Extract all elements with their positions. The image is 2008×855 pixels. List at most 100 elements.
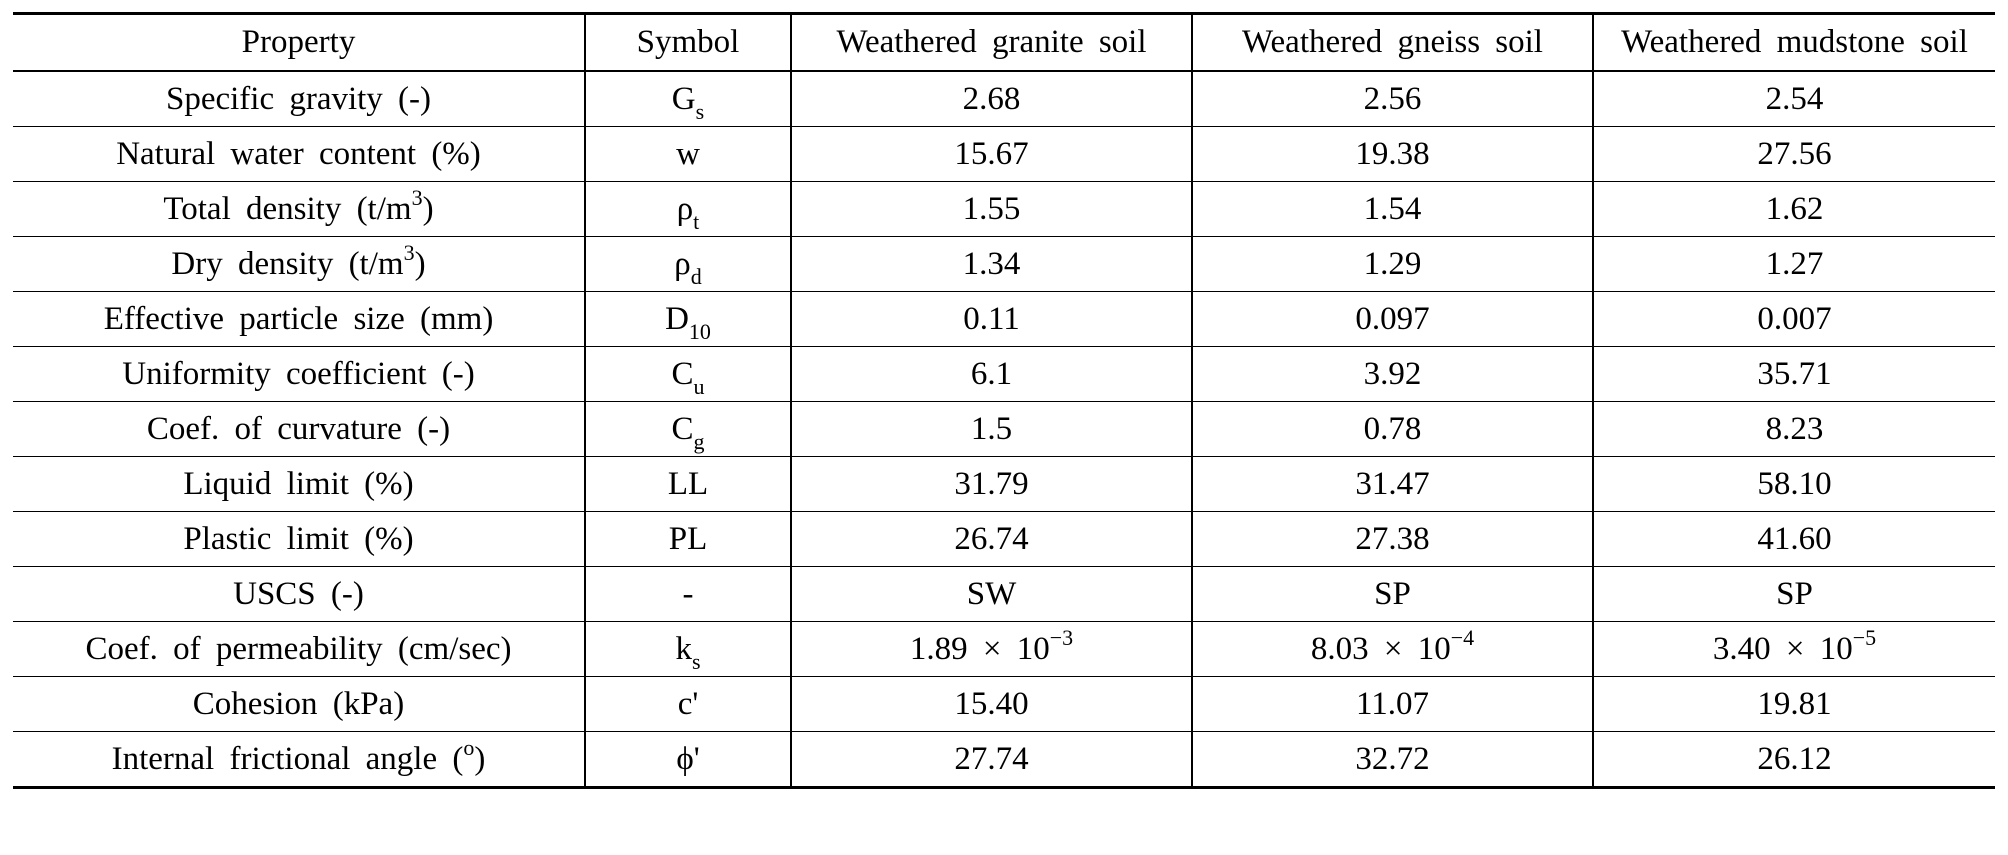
symbol-cell: Gs [584,70,792,127]
value-cell-gneiss: 32.72 [1191,731,1594,789]
value-cell-granite: 0.11 [790,291,1193,347]
property-label-end: ) [414,245,426,282]
soil-properties-table: Property Symbol Weathered granite soil W… [13,12,1995,789]
header-weathered-granite-soil: Weathered granite soil [790,12,1193,72]
symbol-subscript: 10 [688,318,711,344]
value-text: 1.55 [962,190,1021,227]
symbol-text: w [676,135,700,172]
value-text: 2.68 [962,80,1021,117]
property-cell: Plastic limit (%) [13,511,586,567]
value-text: 1.27 [1765,245,1824,282]
value-cell-granite: 15.40 [790,676,1193,732]
value-cell-mudstone: 41.60 [1592,511,1995,567]
value-text: 8.03 × 10 [1310,630,1451,667]
symbol-subscript: t [693,208,700,234]
table-row: Dry density (t/m3) ρd 1.34 1.29 1.27 [13,236,1995,292]
table-row: Specific gravity (-) Gs 2.68 2.56 2.54 [13,70,1995,127]
value-cell-gneiss: 1.29 [1191,236,1594,292]
value-cell-mudstone: 35.71 [1592,346,1995,402]
value-text: 32.72 [1355,740,1430,777]
table-row: Coef. of curvature (-) Cg 1.5 0.78 8.23 [13,401,1995,457]
symbol-text: - [682,575,694,612]
symbol-cell: ρt [584,181,792,237]
property-cell: USCS (-) [13,566,586,622]
symbol-cell: ϕ' [584,731,792,789]
symbol-text: LL [667,465,709,502]
property-label-end: ) [422,190,434,227]
symbol-text: PL [668,520,708,557]
value-cell-mudstone: SP [1592,566,1995,622]
property-label: USCS (-) [233,575,364,612]
value-exponent: −5 [1852,624,1877,650]
property-superscript: 3 [403,239,415,265]
value-text: 35.71 [1757,355,1832,392]
value-text: 1.62 [1765,190,1824,227]
property-cell: Coef. of permeability (cm/sec) [13,621,586,677]
property-cell: Coef. of curvature (-) [13,401,586,457]
value-text: 19.81 [1757,685,1832,722]
value-text: SW [966,575,1017,612]
value-text: 31.79 [954,465,1029,502]
value-cell-mudstone: 27.56 [1592,126,1995,182]
table-row: Plastic limit (%) PL 26.74 27.38 41.60 [13,511,1995,567]
symbol-cell: c' [584,676,792,732]
table-row: Natural water content (%) w 15.67 19.38 27.5… [13,126,1995,182]
property-cell: Cohesion (kPa) [13,676,586,732]
property-label: Plastic limit (%) [183,520,414,557]
symbol-text: k [675,630,692,667]
table-row: Effective particle size (mm) D10 0.11 0.097… [13,291,1995,347]
value-cell-granite: 1.89 × 10−3 [790,621,1193,677]
value-cell-mudstone: 0.007 [1592,291,1995,347]
table-row: USCS (-) - SW SP SP [13,566,1995,622]
value-cell-mudstone: 8.23 [1592,401,1995,457]
value-cell-granite: 26.74 [790,511,1193,567]
property-cell: Liquid limit (%) [13,456,586,512]
value-text: 27.56 [1757,135,1832,172]
value-cell-mudstone: 3.40 × 10−5 [1592,621,1995,677]
value-cell-granite: 31.79 [790,456,1193,512]
value-cell-granite: 1.55 [790,181,1193,237]
value-text: SP [1374,575,1411,612]
value-text: 27.38 [1355,520,1430,557]
value-cell-gneiss: 2.56 [1191,70,1594,127]
symbol-text: C [671,410,694,447]
table-row: Total density (t/m3) ρt 1.55 1.54 1.62 [13,181,1995,237]
value-text: 3.40 × 10 [1712,630,1853,667]
header-property: Property [13,12,586,72]
value-cell-gneiss: 27.38 [1191,511,1594,567]
value-cell-mudstone: 26.12 [1592,731,1995,789]
value-cell-granite: 15.67 [790,126,1193,182]
value-text: 26.12 [1757,740,1832,777]
value-cell-gneiss: 0.097 [1191,291,1594,347]
value-text: 1.34 [962,245,1021,282]
symbol-text: D [665,300,689,337]
symbol-text: ρ [676,190,694,227]
property-cell: Effective particle size (mm) [13,291,586,347]
property-label: Natural water content (%) [116,135,481,172]
value-text: 2.54 [1765,80,1824,117]
value-cell-gneiss: 3.92 [1191,346,1594,402]
value-cell-mudstone: 58.10 [1592,456,1995,512]
value-text: 1.89 × 10 [909,630,1050,667]
property-label-end: ) [474,740,486,777]
value-cell-gneiss: 1.54 [1191,181,1594,237]
value-cell-gneiss: 31.47 [1191,456,1594,512]
property-cell: Dry density (t/m3) [13,236,586,292]
value-cell-gneiss: SP [1191,566,1594,622]
value-text: 8.23 [1765,410,1824,447]
value-text: 0.007 [1757,300,1832,337]
symbol-cell: Cg [584,401,792,457]
header-weathered-mudstone-soil: Weathered mudstone soil [1592,12,1995,72]
value-cell-granite: SW [790,566,1193,622]
value-text: 15.40 [954,685,1029,722]
value-cell-mudstone: 2.54 [1592,70,1995,127]
value-cell-gneiss: 8.03 × 10−4 [1191,621,1594,677]
property-superscript: o [463,734,475,760]
value-text: 15.67 [954,135,1029,172]
table-row: Internal frictional angle (o) ϕ' 27.74 32.7… [13,731,1995,789]
table-row: Cohesion (kPa) c' 15.40 11.07 19.81 [13,676,1995,732]
symbol-cell: ks [584,621,792,677]
table-body: Specific gravity (-) Gs 2.68 2.56 2.54 Natura… [13,70,1995,789]
property-label: Internal frictional angle ( [111,740,464,777]
symbol-cell: Cu [584,346,792,402]
